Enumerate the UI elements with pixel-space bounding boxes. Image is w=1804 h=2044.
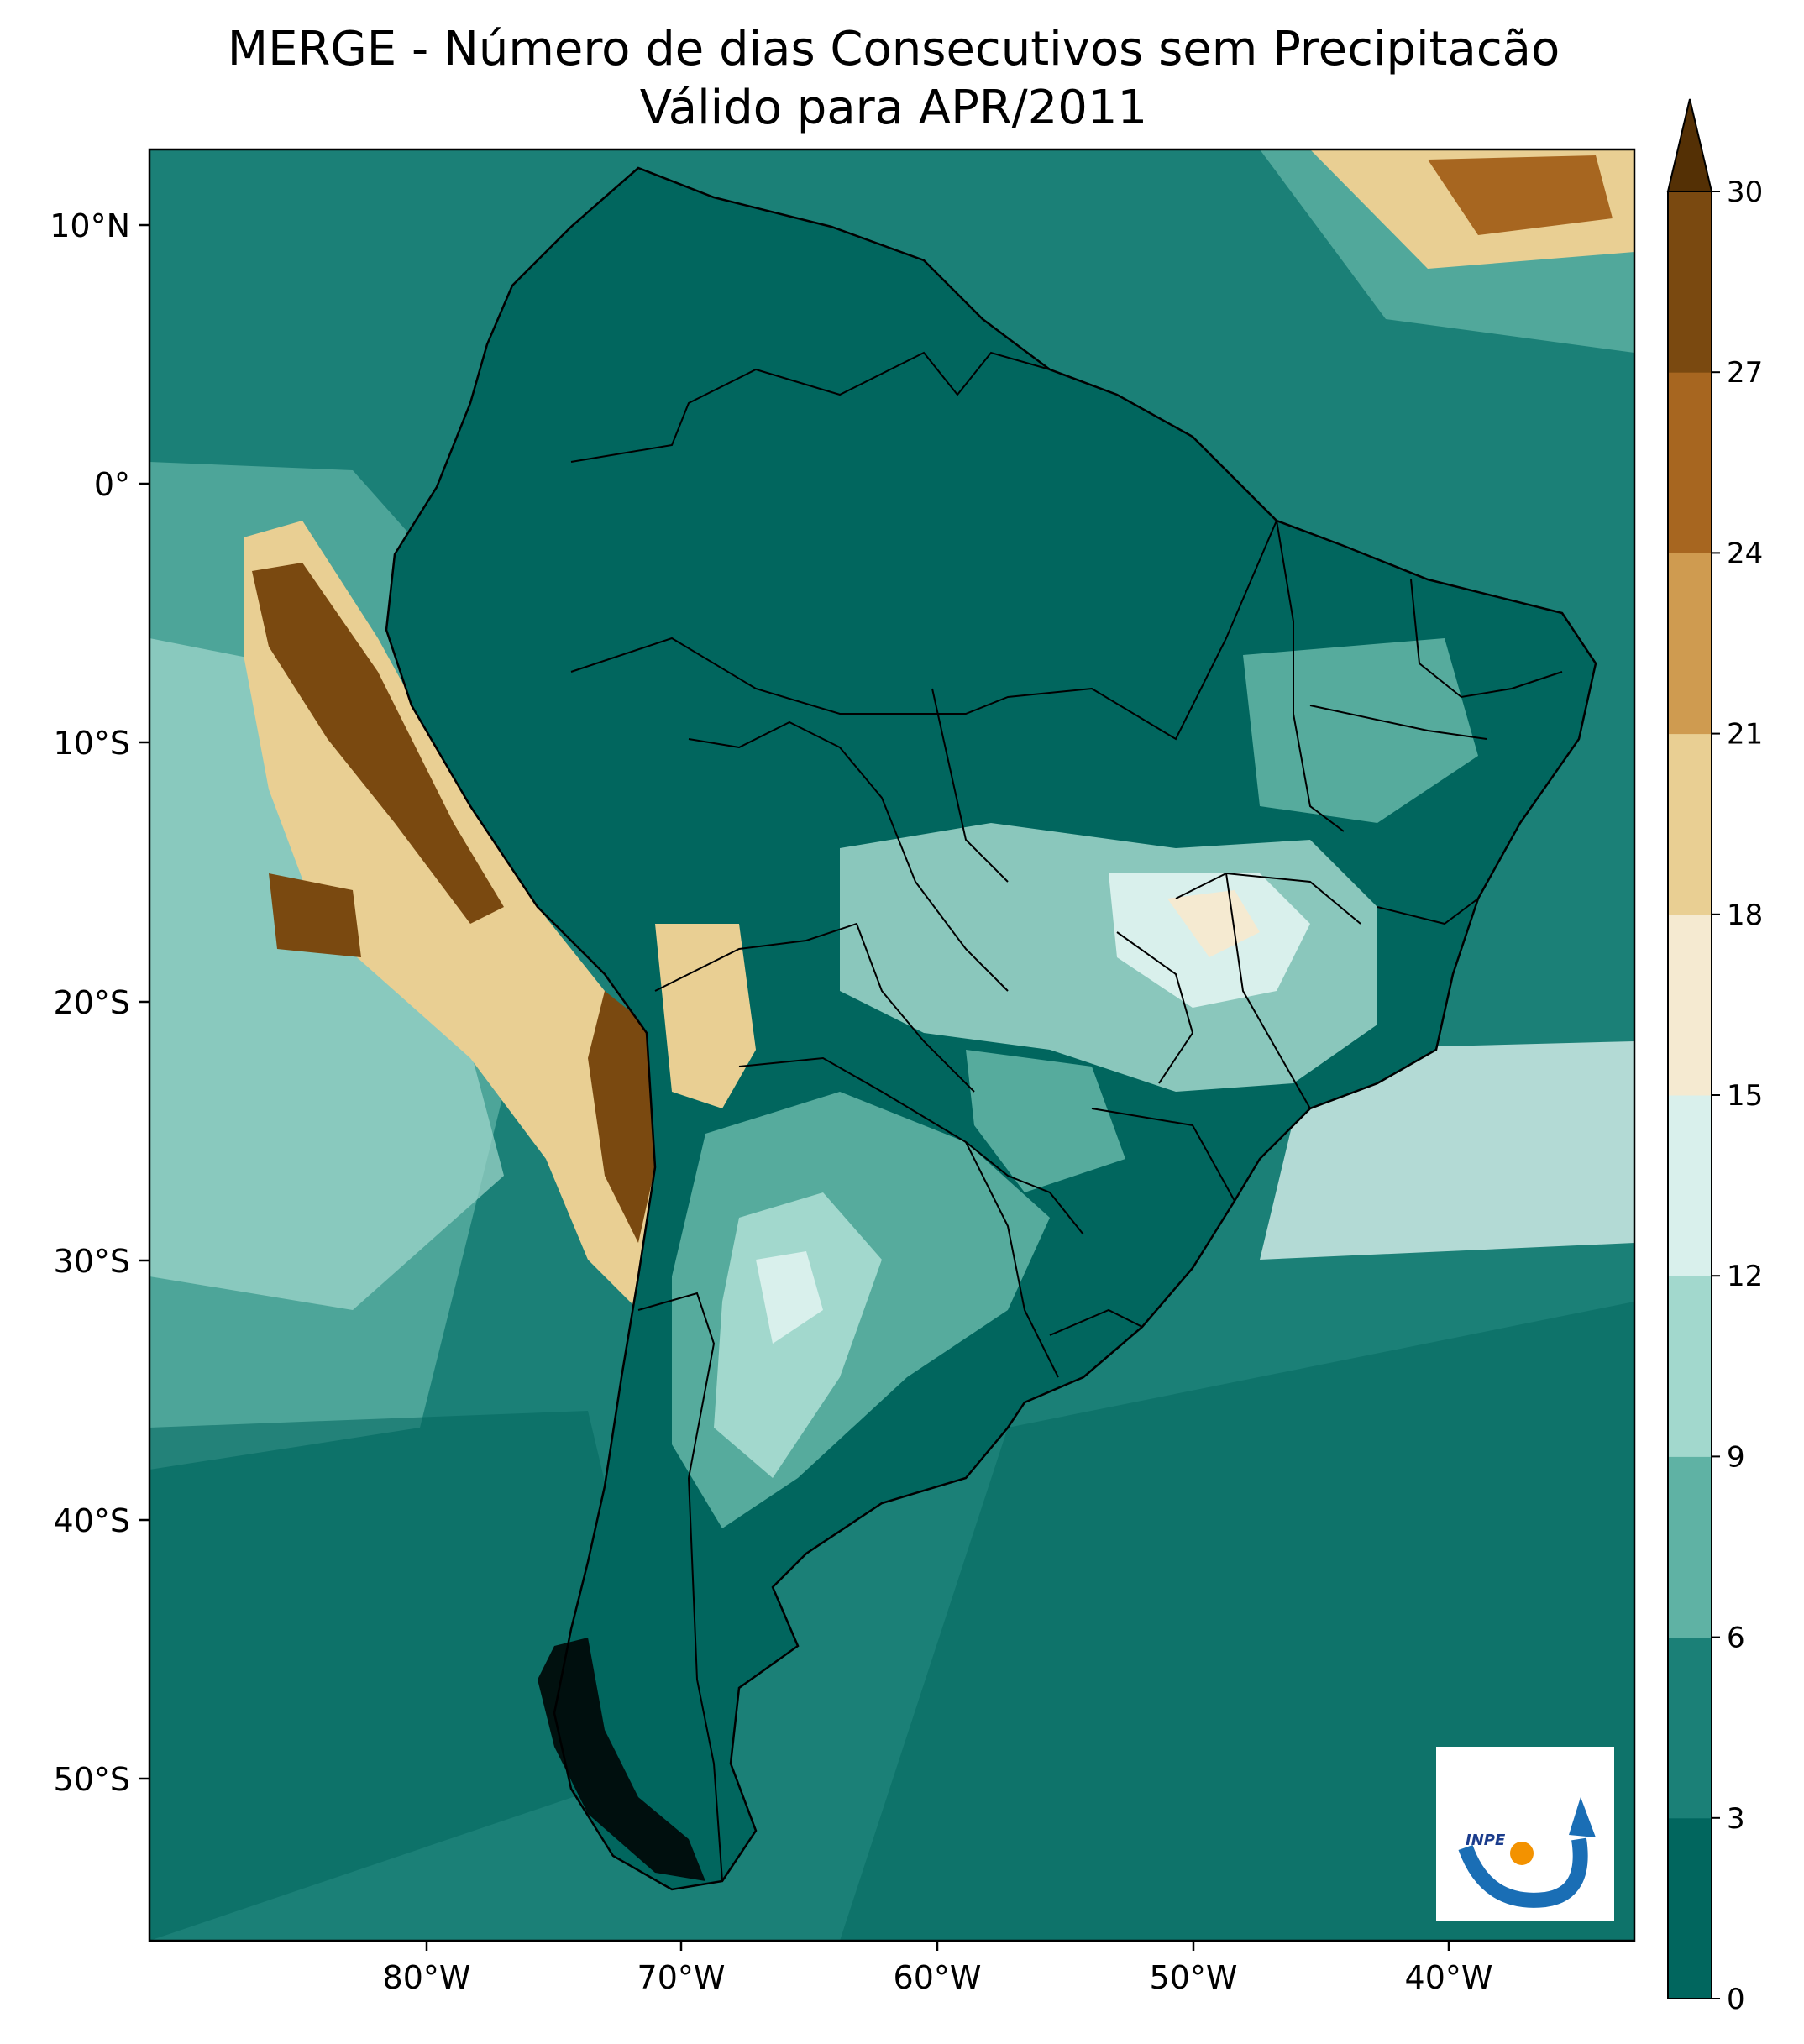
- colorbar-segment: [1668, 372, 1712, 553]
- lon-label: 40°W: [1405, 1959, 1493, 1996]
- lat-label: 30°S: [54, 1243, 130, 1280]
- colorbar-tick-label: 6: [1727, 1622, 1745, 1655]
- colorbar-tick-label: 24: [1727, 537, 1763, 570]
- map-frame: [148, 148, 1636, 1942]
- colorbar-extend-arrow: [1666, 98, 1713, 192]
- argentina-lighter: [756, 1251, 823, 1344]
- colorbar-segment: [1668, 553, 1712, 735]
- ne-brazil-medium: [1243, 638, 1478, 823]
- map-title-line1: MERGE - Número de dias Consecutivos sem …: [227, 22, 1560, 76]
- map-panel: [149, 149, 1634, 1941]
- central-brazil-pale: [1167, 890, 1260, 957]
- chile-fjords: [538, 1638, 705, 1881]
- colorbar-tick-label: 27: [1727, 356, 1763, 390]
- lon-label: 50°W: [1150, 1959, 1238, 1996]
- colorbar-tick-label: 3: [1727, 1802, 1745, 1836]
- lat-label: 50°S: [54, 1761, 130, 1798]
- lon-ticks: [425, 1941, 1450, 1951]
- pacific-lighter-band: [149, 638, 504, 1310]
- lat-label: 10°S: [54, 725, 130, 762]
- colorbar-segment: [1668, 914, 1712, 1096]
- ne-brown-patch: [1428, 155, 1613, 235]
- lat-ticks: [139, 223, 149, 1780]
- logo-arrow: [1569, 1797, 1596, 1837]
- south-pacific-dark: [149, 1411, 672, 1941]
- inpe-logo: INPE: [1436, 1747, 1614, 1921]
- lat-label: 0°: [94, 466, 130, 503]
- colorbar-segment: [1668, 1276, 1712, 1457]
- colorbar-tick-label: 12: [1727, 1260, 1763, 1293]
- altiplano-tan: [655, 924, 756, 1108]
- logo-text: INPE: [1466, 1832, 1506, 1849]
- colorbar-tick-label: 21: [1727, 718, 1763, 752]
- colorbar-tick-label: 9: [1727, 1440, 1745, 1474]
- colorbar-segment: [1668, 733, 1712, 915]
- atlantic-light-band: [1260, 1041, 1634, 1260]
- south-atlantic-dark: [840, 1302, 1634, 1941]
- colorbar-segment: [1668, 1095, 1712, 1276]
- argentina-light: [714, 1192, 882, 1478]
- lat-labels: 10°N 0° 10°S 20°S 30°S 40°S 50°S: [50, 207, 130, 1798]
- dry-zone-brown-south: [588, 991, 655, 1243]
- lon-label: 80°W: [383, 1959, 471, 1996]
- map-title-line2: Válido para APR/2011: [639, 81, 1148, 135]
- logo-dot: [1510, 1842, 1534, 1865]
- lon-label: 70°W: [637, 1959, 726, 1996]
- colorbar-segment: [1668, 1817, 1712, 1999]
- colorbar-segment: [1668, 191, 1712, 373]
- colorbar-tick-label: 15: [1727, 1079, 1763, 1113]
- paraguay-medium: [966, 1050, 1125, 1192]
- dry-zone-brown-north: [252, 563, 504, 924]
- lat-label: 20°S: [54, 984, 130, 1021]
- lat-label: 40°S: [54, 1502, 130, 1539]
- colorbar-segment: [1668, 1637, 1712, 1819]
- lon-labels: 80°W 70°W 60°W 50°W 40°W: [383, 1959, 1493, 1996]
- colorbar: 0 3 6 9 12 15 18 21 24 27 30: [1666, 98, 1763, 2016]
- dry-patch-offshore: [269, 873, 361, 957]
- lon-label: 60°W: [894, 1959, 982, 1996]
- political-boundaries: [570, 351, 1563, 1882]
- lat-label: 10°N: [50, 207, 130, 244]
- logo-swoosh: [1458, 1837, 1588, 1908]
- colorbar-tick-label: 18: [1727, 899, 1763, 932]
- colorbar-tick-label: 0: [1727, 1983, 1745, 2016]
- colorbar-tick-label: 30: [1727, 176, 1763, 209]
- colorbar-segment: [1668, 1456, 1712, 1638]
